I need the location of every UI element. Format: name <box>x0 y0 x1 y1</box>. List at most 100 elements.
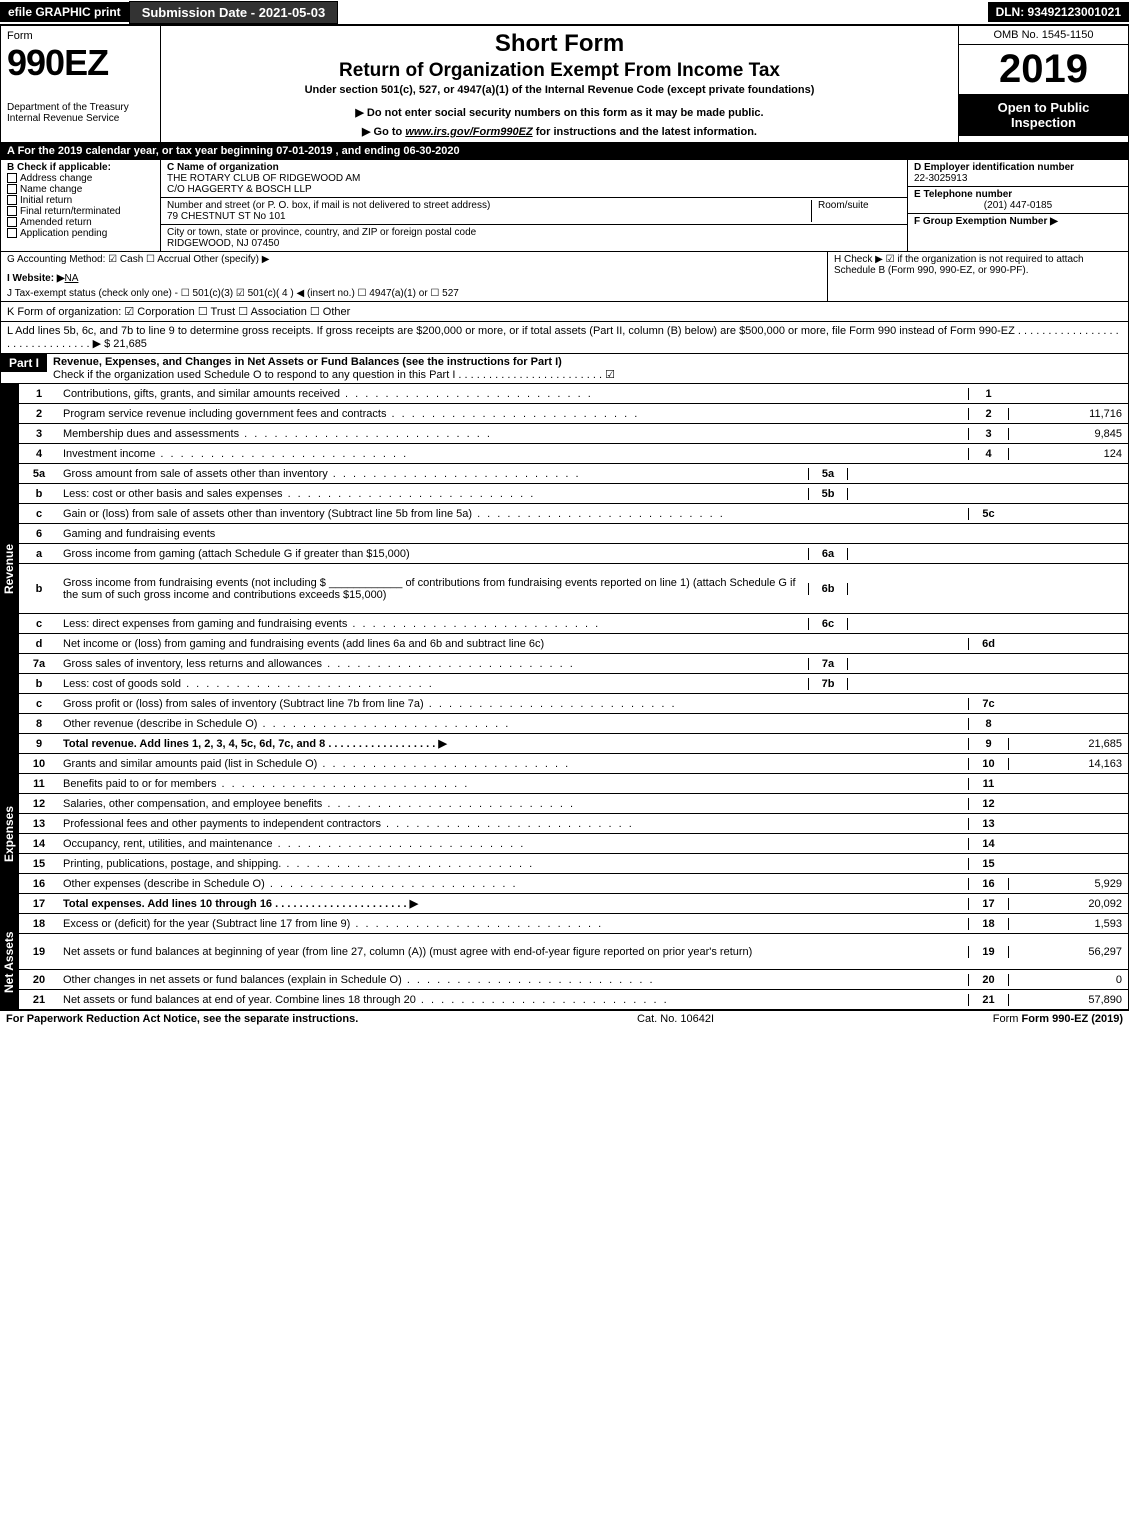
addr-change: Address change <box>7 173 154 184</box>
l4-v: 124 <box>1008 448 1128 460</box>
l9-v: 21,685 <box>1008 738 1128 750</box>
box-b-label: B Check if applicable: <box>7 162 154 173</box>
l18-num: 18 <box>19 916 59 932</box>
revenue-section: Revenue 1Contributions, gifts, grants, a… <box>0 384 1129 754</box>
name-change: Name change <box>7 184 154 195</box>
form-header: Form 990EZ Department of the Treasury In… <box>0 24 1129 143</box>
l6b-num: b <box>19 581 59 597</box>
l17-v: 20,092 <box>1008 898 1128 910</box>
box-k: K Form of organization: ☑ Corporation ☐ … <box>0 302 1129 322</box>
form-number: 990EZ <box>7 42 154 84</box>
l3-num: 3 <box>19 426 59 442</box>
l19-num: 19 <box>19 944 59 960</box>
box-c-label: C Name of organization <box>167 162 901 173</box>
box-g: G Accounting Method: ☑ Cash ☐ Accrual Ot… <box>7 254 821 265</box>
l1-r: 1 <box>968 388 1008 400</box>
l20-desc: Other changes in net assets or fund bala… <box>59 972 968 988</box>
l7a-desc: Gross sales of inventory, less returns a… <box>59 656 808 672</box>
cat-no: Cat. No. 10642I <box>637 1013 714 1025</box>
l5c-r: 5c <box>968 508 1008 520</box>
org-name: THE ROTARY CLUB OF RIDGEWOOD AM <box>167 173 901 184</box>
l17-desc: Total expenses. Add lines 10 through 16 … <box>59 895 968 912</box>
l12-r: 12 <box>968 798 1008 810</box>
l6d-num: d <box>19 636 59 652</box>
box-e-label: E Telephone number <box>914 189 1122 200</box>
phone-value: (201) 447-0185 <box>914 200 1122 211</box>
netassets-section: Net Assets 18Excess or (deficit) for the… <box>0 914 1129 1010</box>
page-footer: For Paperwork Reduction Act Notice, see … <box>0 1010 1129 1027</box>
l10-r: 10 <box>968 758 1008 770</box>
revenue-tab: Revenue <box>0 384 18 754</box>
l17-r: 17 <box>968 898 1008 910</box>
l6b-sn: 6b <box>808 583 848 595</box>
box-f-label: F Group Exemption Number ▶ <box>914 216 1122 227</box>
l11-num: 11 <box>19 776 59 792</box>
ssn-warning: ▶ Do not enter social security numbers o… <box>171 106 948 119</box>
l9-r: 9 <box>968 738 1008 750</box>
l13-desc: Professional fees and other payments to … <box>59 816 968 832</box>
l18-r: 18 <box>968 918 1008 930</box>
expenses-tab: Expenses <box>0 754 18 914</box>
l10-v: 14,163 <box>1008 758 1128 770</box>
under-section: Under section 501(c), 527, or 4947(a)(1)… <box>171 84 948 96</box>
l5a-desc: Gross amount from sale of assets other t… <box>59 466 808 482</box>
l8-desc: Other revenue (describe in Schedule O) <box>59 716 968 732</box>
l14-desc: Occupancy, rent, utilities, and maintena… <box>59 836 968 852</box>
l8-r: 8 <box>968 718 1008 730</box>
l21-v: 57,890 <box>1008 994 1128 1006</box>
website-value: NA <box>65 273 79 284</box>
short-form-title: Short Form <box>171 30 948 58</box>
l21-r: 21 <box>968 994 1008 1006</box>
l7a-num: 7a <box>19 656 59 672</box>
l12-desc: Salaries, other compensation, and employ… <box>59 796 968 812</box>
room-suite: Room/suite <box>811 200 901 222</box>
l16-num: 16 <box>19 876 59 892</box>
l7b-num: b <box>19 676 59 692</box>
dept-treasury: Department of the Treasury <box>7 102 154 113</box>
l6c-num: c <box>19 616 59 632</box>
l20-num: 20 <box>19 972 59 988</box>
period-row: A For the 2019 calendar year, or tax yea… <box>0 143 1129 160</box>
l5c-desc: Gain or (loss) from sale of assets other… <box>59 506 968 522</box>
city-value: RIDGEWOOD, NJ 07450 <box>167 238 901 249</box>
l8-num: 8 <box>19 716 59 732</box>
amended-return: Amended return <box>7 217 154 228</box>
l7c-num: c <box>19 696 59 712</box>
l15-r: 15 <box>968 858 1008 870</box>
l5b-num: b <box>19 486 59 502</box>
l7c-desc: Gross profit or (loss) from sales of inv… <box>59 696 968 712</box>
l14-num: 14 <box>19 836 59 852</box>
l21-desc: Net assets or fund balances at end of ye… <box>59 992 968 1008</box>
l6c-sn: 6c <box>808 618 848 630</box>
l6b-desc: Gross income from fundraising events (no… <box>59 575 808 603</box>
l19-v: 56,297 <box>1008 946 1128 958</box>
l6d-desc: Net income or (loss) from gaming and fun… <box>59 636 968 652</box>
l7b-desc: Less: cost of goods sold <box>59 676 808 692</box>
box-i-label: I Website: ▶ <box>7 273 65 284</box>
l18-desc: Excess or (deficit) for the year (Subtra… <box>59 916 968 932</box>
form-word: Form <box>7 30 154 42</box>
part1-header: Part I Revenue, Expenses, and Changes in… <box>0 354 1129 384</box>
l6a-sn: 6a <box>808 548 848 560</box>
app-pending: Application pending <box>7 228 154 239</box>
paperwork-notice: For Paperwork Reduction Act Notice, see … <box>6 1013 358 1025</box>
netassets-tab: Net Assets <box>0 914 18 1010</box>
l4-r: 4 <box>968 448 1008 460</box>
l6-num: 6 <box>19 526 59 542</box>
city-label: City or town, state or province, country… <box>167 227 901 238</box>
efile-label[interactable]: efile GRAPHIC print <box>0 2 129 22</box>
l1-num: 1 <box>19 386 59 402</box>
l10-num: 10 <box>19 756 59 772</box>
part1-title: Revenue, Expenses, and Changes in Net As… <box>53 356 1122 368</box>
irs-link[interactable]: www.irs.gov/Form990EZ <box>405 126 532 138</box>
l6c-desc: Less: direct expenses from gaming and fu… <box>59 616 808 632</box>
goto-line: ▶ Go to www.irs.gov/Form990EZ for instru… <box>171 125 948 138</box>
l6-desc: Gaming and fundraising events <box>59 526 968 542</box>
submission-date: Submission Date - 2021-05-03 <box>129 1 339 24</box>
part1-label: Part I <box>1 354 47 372</box>
l5c-num: c <box>19 506 59 522</box>
goto-prefix: ▶ Go to <box>362 126 405 138</box>
expenses-section: Expenses 10Grants and similar amounts pa… <box>0 754 1129 914</box>
entity-block: B Check if applicable: Address change Na… <box>0 160 1129 252</box>
l5b-desc: Less: cost or other basis and sales expe… <box>59 486 808 502</box>
